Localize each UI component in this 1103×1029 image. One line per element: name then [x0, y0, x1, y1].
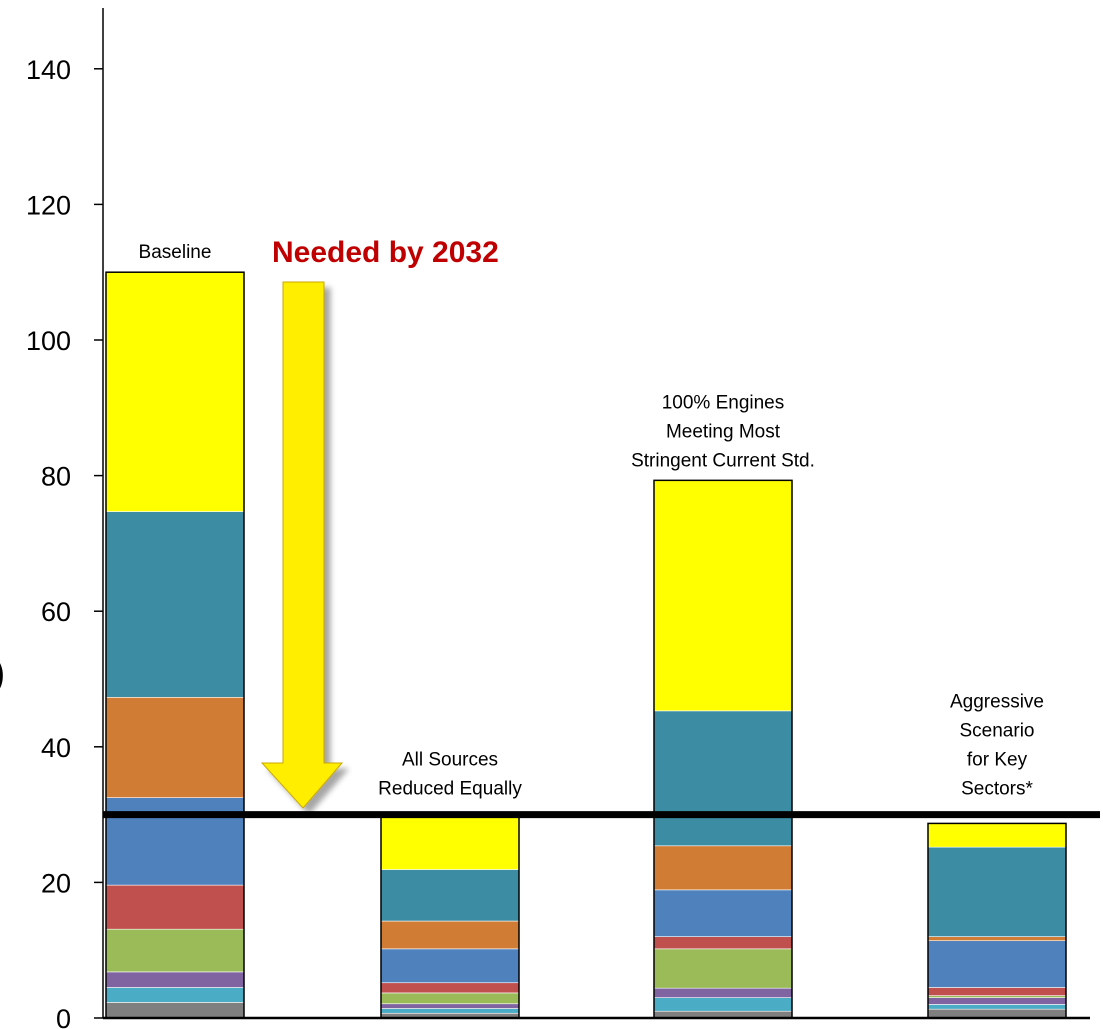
bar-segment	[105, 928, 245, 973]
bars-layer	[105, 271, 1067, 1019]
category-label: Scenario	[960, 721, 1035, 742]
axes-layer: 0 20 40 60 80 100 120 140	[26, 8, 1100, 1029]
y-tick-label: 100	[26, 326, 71, 356]
category-label: for Key	[967, 750, 1028, 771]
bar-segment	[380, 948, 520, 984]
bar-segment	[927, 1004, 1067, 1010]
bar-segment	[380, 992, 520, 1005]
bar-segment	[105, 971, 245, 988]
bar-segment	[653, 845, 793, 891]
labels-layer: Baseline All Sources Reduced Equally 100% E…	[0, 236, 1044, 809]
down-arrow-icon	[260, 281, 344, 809]
bar-segment	[927, 936, 1067, 942]
bar-segment	[380, 982, 520, 994]
y-tick-label: 120	[26, 190, 71, 220]
bar-segment	[927, 997, 1067, 1005]
bar-segment	[653, 889, 793, 937]
category-label: Stringent Current Std.	[631, 450, 815, 471]
bar-segment	[927, 823, 1067, 848]
y-tick-label: 0	[56, 1004, 71, 1029]
category-label: Baseline	[139, 242, 212, 263]
bar-segment	[105, 884, 245, 930]
y-tick-label: 60	[41, 597, 71, 627]
stray-parenthesis: )	[0, 651, 5, 695]
y-tick-label: 80	[41, 462, 71, 492]
bar-segment	[380, 1008, 520, 1014]
bar-segment	[105, 797, 245, 886]
bar-segment	[380, 816, 520, 870]
bar-segment	[653, 710, 793, 847]
category-label: Meeting Most	[666, 421, 781, 442]
bar-segment	[105, 1002, 245, 1019]
bar-segment	[105, 987, 245, 1003]
bar-segment	[653, 997, 793, 1012]
category-label: Sectors*	[961, 779, 1033, 800]
bar-segment	[105, 697, 245, 798]
category-label: Aggressive	[950, 692, 1044, 713]
category-label: 100% Engines	[662, 392, 785, 413]
bar-segment	[105, 511, 245, 698]
bar-segment	[927, 846, 1067, 937]
bar-segment	[927, 987, 1067, 996]
category-label: Reduced Equally	[378, 779, 522, 800]
bar-segment	[653, 948, 793, 989]
bar-segment	[380, 920, 520, 950]
bar-segment	[927, 995, 1067, 998]
bar-segment	[653, 987, 793, 998]
bar-segment	[105, 271, 245, 512]
bar-segment	[653, 936, 793, 950]
bar-segment	[380, 869, 520, 922]
category-label: All Sources	[402, 750, 498, 771]
bar-segment	[653, 480, 793, 712]
annotation-needed-by: Needed by 2032	[272, 236, 499, 269]
y-tick-label: 40	[41, 733, 71, 763]
y-tick-label: 140	[26, 55, 71, 85]
bar-segment	[927, 940, 1067, 988]
y-tick-label: 20	[41, 868, 71, 898]
bar-segment	[380, 1003, 520, 1009]
bar-segment	[927, 1008, 1067, 1019]
